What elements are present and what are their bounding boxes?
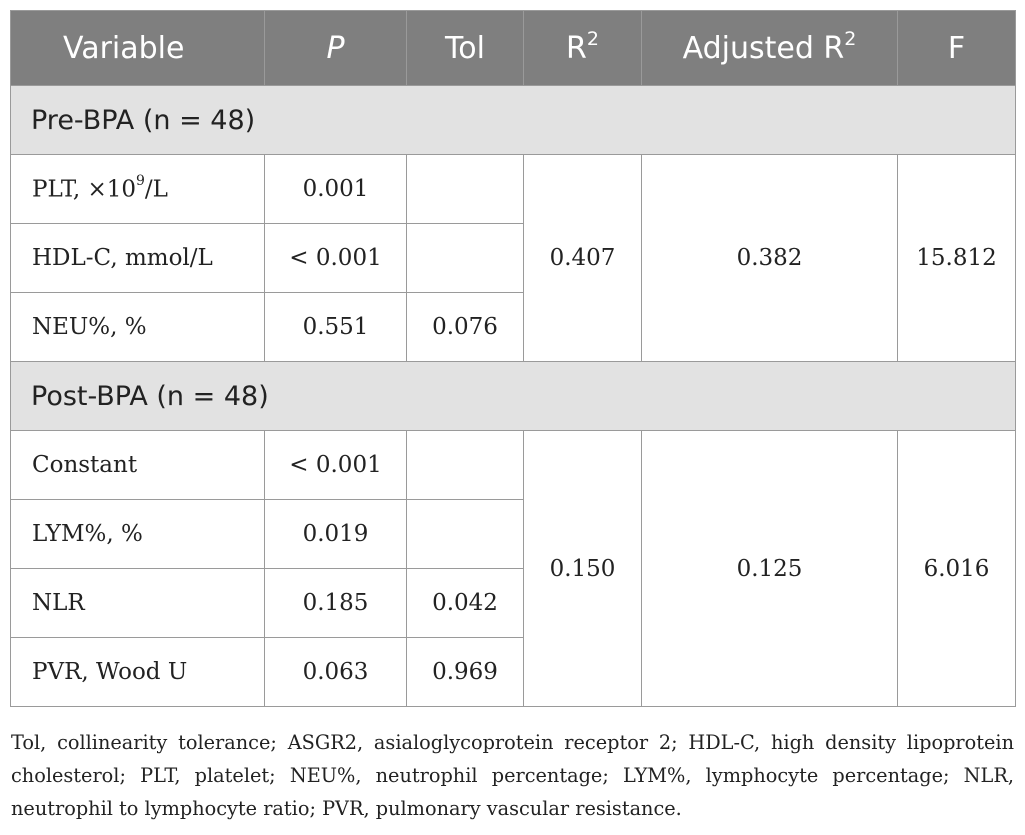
adjusted-r2-cell: 0.125 [641,430,898,707]
p-cell: 0.063 [264,637,407,707]
tol-cell [406,430,524,500]
p-cell: 0.001 [264,154,407,224]
variable-cell: NLR [10,568,265,638]
p-cell: 0.551 [264,292,407,362]
regression-table: Variable P Tol R2 Adjusted R2 F Pre-BPA … [10,10,1016,707]
tol-cell: 0.042 [406,568,524,638]
f-cell: 15.812 [897,154,1016,362]
group-label: Post-BPA (n = 48) [10,361,1016,431]
header-r2: R2 [523,10,642,86]
header-f: F [897,10,1016,86]
table-row: Constant < 0.001 0.150 0.125 6.016 [10,430,1016,707]
variable-sup: 9 [136,172,145,189]
header-adjusted-r2: Adjusted R2 [641,10,898,86]
variable-cell: PVR, Wood U [10,637,265,707]
header-tol: Tol [406,10,524,86]
header-variable: Variable [10,10,265,86]
tol-cell [406,154,524,224]
p-cell: 0.019 [264,499,407,569]
table-row: PVR, Wood U 0.063 0.969 [10,637,1016,707]
f-cell: 6.016 [897,430,1016,707]
header-p-text: P [326,30,345,66]
header-adj-r2-sup: 2 [844,28,857,50]
r2-cell: 0.150 [523,430,642,707]
p-cell: < 0.001 [264,430,407,500]
table-row: LYM%, % 0.019 [10,499,1016,569]
header-p: P [264,10,407,86]
tol-cell: 0.969 [406,637,524,707]
variable-cell: NEU%, % [10,292,265,362]
r2-cell: 0.407 [523,154,642,362]
table-row: PLT, ×109/L 0.001 0.407 0.382 15.812 [10,154,1016,362]
group-row-pre-bpa: Pre-BPA (n = 48) [10,85,1016,155]
variable-text: PLT, ×10 [32,176,136,203]
adjusted-r2-cell: 0.382 [641,154,898,362]
p-cell: 0.185 [264,568,407,638]
tol-cell [406,499,524,569]
group-label: Pre-BPA (n = 48) [10,85,1016,155]
header-r2-base: R [566,31,587,66]
table-row: NEU%, % 0.551 0.076 [10,292,1016,362]
group-row-post-bpa: Post-BPA (n = 48) [10,361,1016,431]
variable-suffix: /L [144,176,168,203]
table-footnote: Tol, collinearity tolerance; ASGR2, asia… [11,731,1014,820]
table-row: NLR 0.185 0.042 [10,568,1016,638]
header-row: Variable P Tol R2 Adjusted R2 F [10,10,1016,86]
tol-cell: 0.076 [406,292,524,362]
variable-cell: LYM%, % [10,499,265,569]
table-row: HDL-C, mmol/L < 0.001 [10,223,1016,293]
p-cell: < 0.001 [264,223,407,293]
variable-cell: HDL-C, mmol/L [10,223,265,293]
variable-cell: PLT, ×109/L [10,154,265,224]
header-adj-r2-base: Adjusted R [682,31,845,66]
variable-cell: Constant [10,430,265,500]
tol-cell [406,223,524,293]
header-r2-sup: 2 [586,28,599,50]
